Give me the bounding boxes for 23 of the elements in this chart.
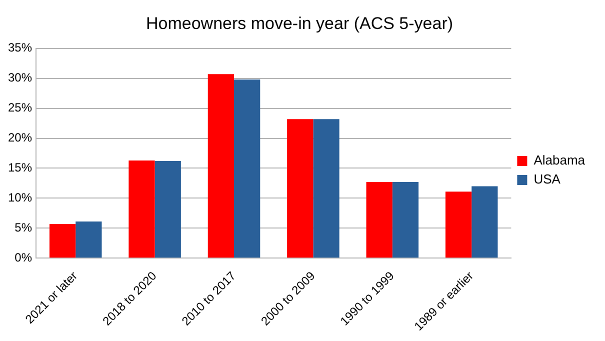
bar — [208, 74, 234, 258]
bar — [234, 80, 260, 258]
bar — [472, 186, 498, 258]
y-tick-label: 30% — [8, 70, 32, 85]
bar — [128, 160, 155, 258]
bar — [366, 182, 392, 258]
bar — [49, 224, 76, 258]
y-tick-label: 15% — [8, 160, 32, 175]
legend-label: Alabama — [534, 152, 586, 168]
bar — [76, 222, 102, 258]
y-tick-label: 25% — [8, 100, 32, 115]
bar — [154, 161, 181, 258]
y-tick-label: 20% — [8, 130, 32, 145]
bar — [392, 182, 419, 258]
bar — [287, 119, 314, 258]
bar — [313, 119, 340, 258]
chart-title: Homeowners move-in year (ACS 5-year) — [146, 14, 454, 33]
y-tick-label: 10% — [8, 190, 32, 204]
bar — [445, 192, 472, 258]
y-tick-label: 35% — [8, 40, 32, 55]
y-tick-label: 5% — [14, 220, 32, 234]
legend-label: USA — [534, 172, 561, 187]
y-tick-label: 0% — [14, 250, 32, 264]
